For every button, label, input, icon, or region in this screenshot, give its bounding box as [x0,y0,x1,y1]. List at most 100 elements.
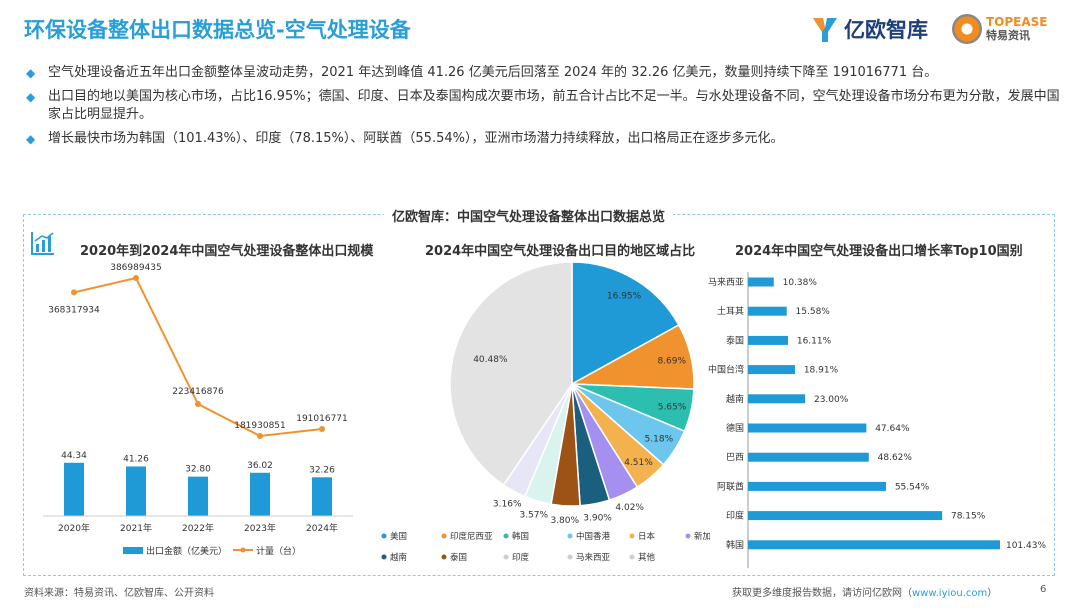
hbar-value-label: 78.15% [951,512,986,522]
legend-swatch [441,554,447,560]
y-tick-label: 马来西亚 [708,277,744,288]
pie-slice [449,261,573,487]
line-point [195,401,201,408]
topease-logo-icon [952,14,982,44]
line-point [71,289,77,296]
diamond-icon: ◆ [26,132,36,146]
y-tick-label: 土耳其 [717,305,744,317]
x-tick-label: 2020年 [58,522,90,534]
pie-value-label: 3.80% [550,516,579,526]
legend-swatch-line-dot [240,547,246,553]
bullet-item: ◆ 出口目的地以美国为核心市场，占比16.95%；德国、印度、日本及泰国构成次要市… [26,88,1066,124]
legend-swatch [503,554,509,560]
legend-label: 越南 [390,552,407,563]
pie-value-label: 4.51% [624,458,653,468]
y-tick-label: 越南 [726,393,744,405]
page-title: 环保设备整体出口数据总览-空气处理设备 [24,18,411,42]
legend-label: 新加坡 [694,531,710,542]
legend-swatch [381,554,387,560]
bullet-item: ◆ 增长最快市场为韩国（101.43%）、印度（78.15%）、阿联酋（55.54… [26,130,1066,148]
pie-chart: 16.95% 8.69% 5.65% 5.18% 4.51% 4.02%3.90% 3.80… [381,261,710,563]
legend-swatch [567,554,573,560]
hbar-value-label: 18.91% [804,366,839,376]
legend-swatch [567,533,573,539]
hbar-value-label: 55.54% [895,482,930,492]
legend-swatch-bar [123,547,143,554]
line-value-label: 191016771 [296,414,348,424]
iyiou-logo-text: 亿欧智库 [844,18,928,42]
line-value-label: 386989435 [110,263,162,273]
legend-label: 马来西亚 [576,553,611,563]
hbar [748,306,787,316]
hbar-value-label: 10.38% [783,278,818,288]
y-tick-label: 中国台湾 [708,364,744,376]
pie-value-label: 5.65% [658,402,687,412]
legend-label-line: 计量（台） [256,545,301,557]
pie-value-label: 40.48% [473,355,508,365]
diamond-icon: ◆ [26,66,36,80]
bar-value-label: 36.02 [247,461,273,471]
y-tick-label: 印度 [726,510,744,522]
hbar-value-label: 48.62% [878,453,913,463]
bar-value-label: 44.34 [61,451,87,461]
legend-swatch [503,533,509,539]
bar-chart-icon [31,232,54,255]
bar [312,477,332,516]
hbar [748,277,774,287]
hbar [748,540,1000,550]
hbar [748,365,795,375]
x-tick-label: 2022年 [182,522,214,534]
pie-value-label: 4.02% [615,503,644,513]
more-info-note: 获取更多维度报告数据，请访问亿欧网（www.iyiou.com） [732,584,997,599]
bar [126,466,146,516]
bullet-text: 增长最快市场为韩国（101.43%）、印度（78.15%）、阿联酋（55.54%… [48,131,784,146]
topease-logo-name: TOPEASE [986,15,1048,29]
diamond-icon: ◆ [26,90,36,104]
summary-bullets: ◆ 空气处理设备近五年出口金额整体呈波动走势，2021 年达到峰值 41.26 亿… [26,64,1066,154]
bullet-text: 出口目的地以美国为核心市场，占比16.95%；德国、印度、日本及泰国构成次要市场… [48,89,1060,122]
legend-label-bar: 出口金额（亿美元） [146,545,227,557]
hbar-chart-title: 2024年中国空气处理设备出口增长率Top10国别 [735,244,1023,259]
hbar-value-label: 101.43% [1006,541,1046,551]
bullet-text: 空气处理设备近五年出口金额整体呈波动走势，2021 年达到峰值 41.26 亿美… [48,65,938,80]
line-value-label: 223416876 [172,387,224,397]
iyiou-logo-icon [813,18,837,42]
hbar [748,335,789,345]
y-tick-label: 巴西 [726,452,744,463]
combo-chart: 44.34 2020年 41.26 2021年 32.80 2022年 36.02 2023年… [43,263,353,557]
line-series [73,276,323,438]
bar-value-label: 32.80 [185,465,211,475]
bar [250,472,270,516]
legend-label: 印度尼西亚 [450,531,493,542]
iyiou-link[interactable]: www.iyiou.com [912,588,988,599]
line-point [257,433,263,439]
x-tick-label: 2021年 [120,522,152,534]
topease-logo: TOPEASE 特易资讯 [952,14,1048,44]
legend-swatch [381,533,387,539]
hbar [748,423,867,433]
iyiou-logo: 亿欧智库 [810,14,928,44]
bar [188,476,208,516]
pie-value-label: 8.69% [657,356,686,366]
hbar [748,511,943,521]
hbar-value-label: 23.00% [814,395,849,405]
page-number: 6 [1040,584,1047,595]
legend-swatch [685,533,691,539]
hbar-value-label: 47.64% [875,424,910,434]
y-tick-label: 韩国 [726,539,744,551]
legend-label: 中国香港 [576,531,611,542]
line-value-label: 181930851 [234,421,286,431]
x-tick-label: 2024年 [306,522,338,534]
combo-chart-title: 2020年到2024年中国空气处理设备整体出口规模 [80,244,374,259]
legend-label: 日本 [638,531,656,542]
pie-value-label: 5.18% [645,434,674,444]
pie-chart-title: 2024年中国空气处理设备出口目的地区域占比 [425,244,696,259]
legend-label: 韩国 [512,531,529,542]
source-note: 资料来源：特易资讯、亿欧智库、公开资料 [24,588,214,599]
legend-label: 其他 [638,552,656,563]
line-value-label: 368317934 [48,305,100,315]
pie-slice [571,261,680,386]
pie-value-label: 3.90% [583,514,612,524]
line-point [319,425,325,432]
bar-value-label: 32.26 [309,465,335,475]
